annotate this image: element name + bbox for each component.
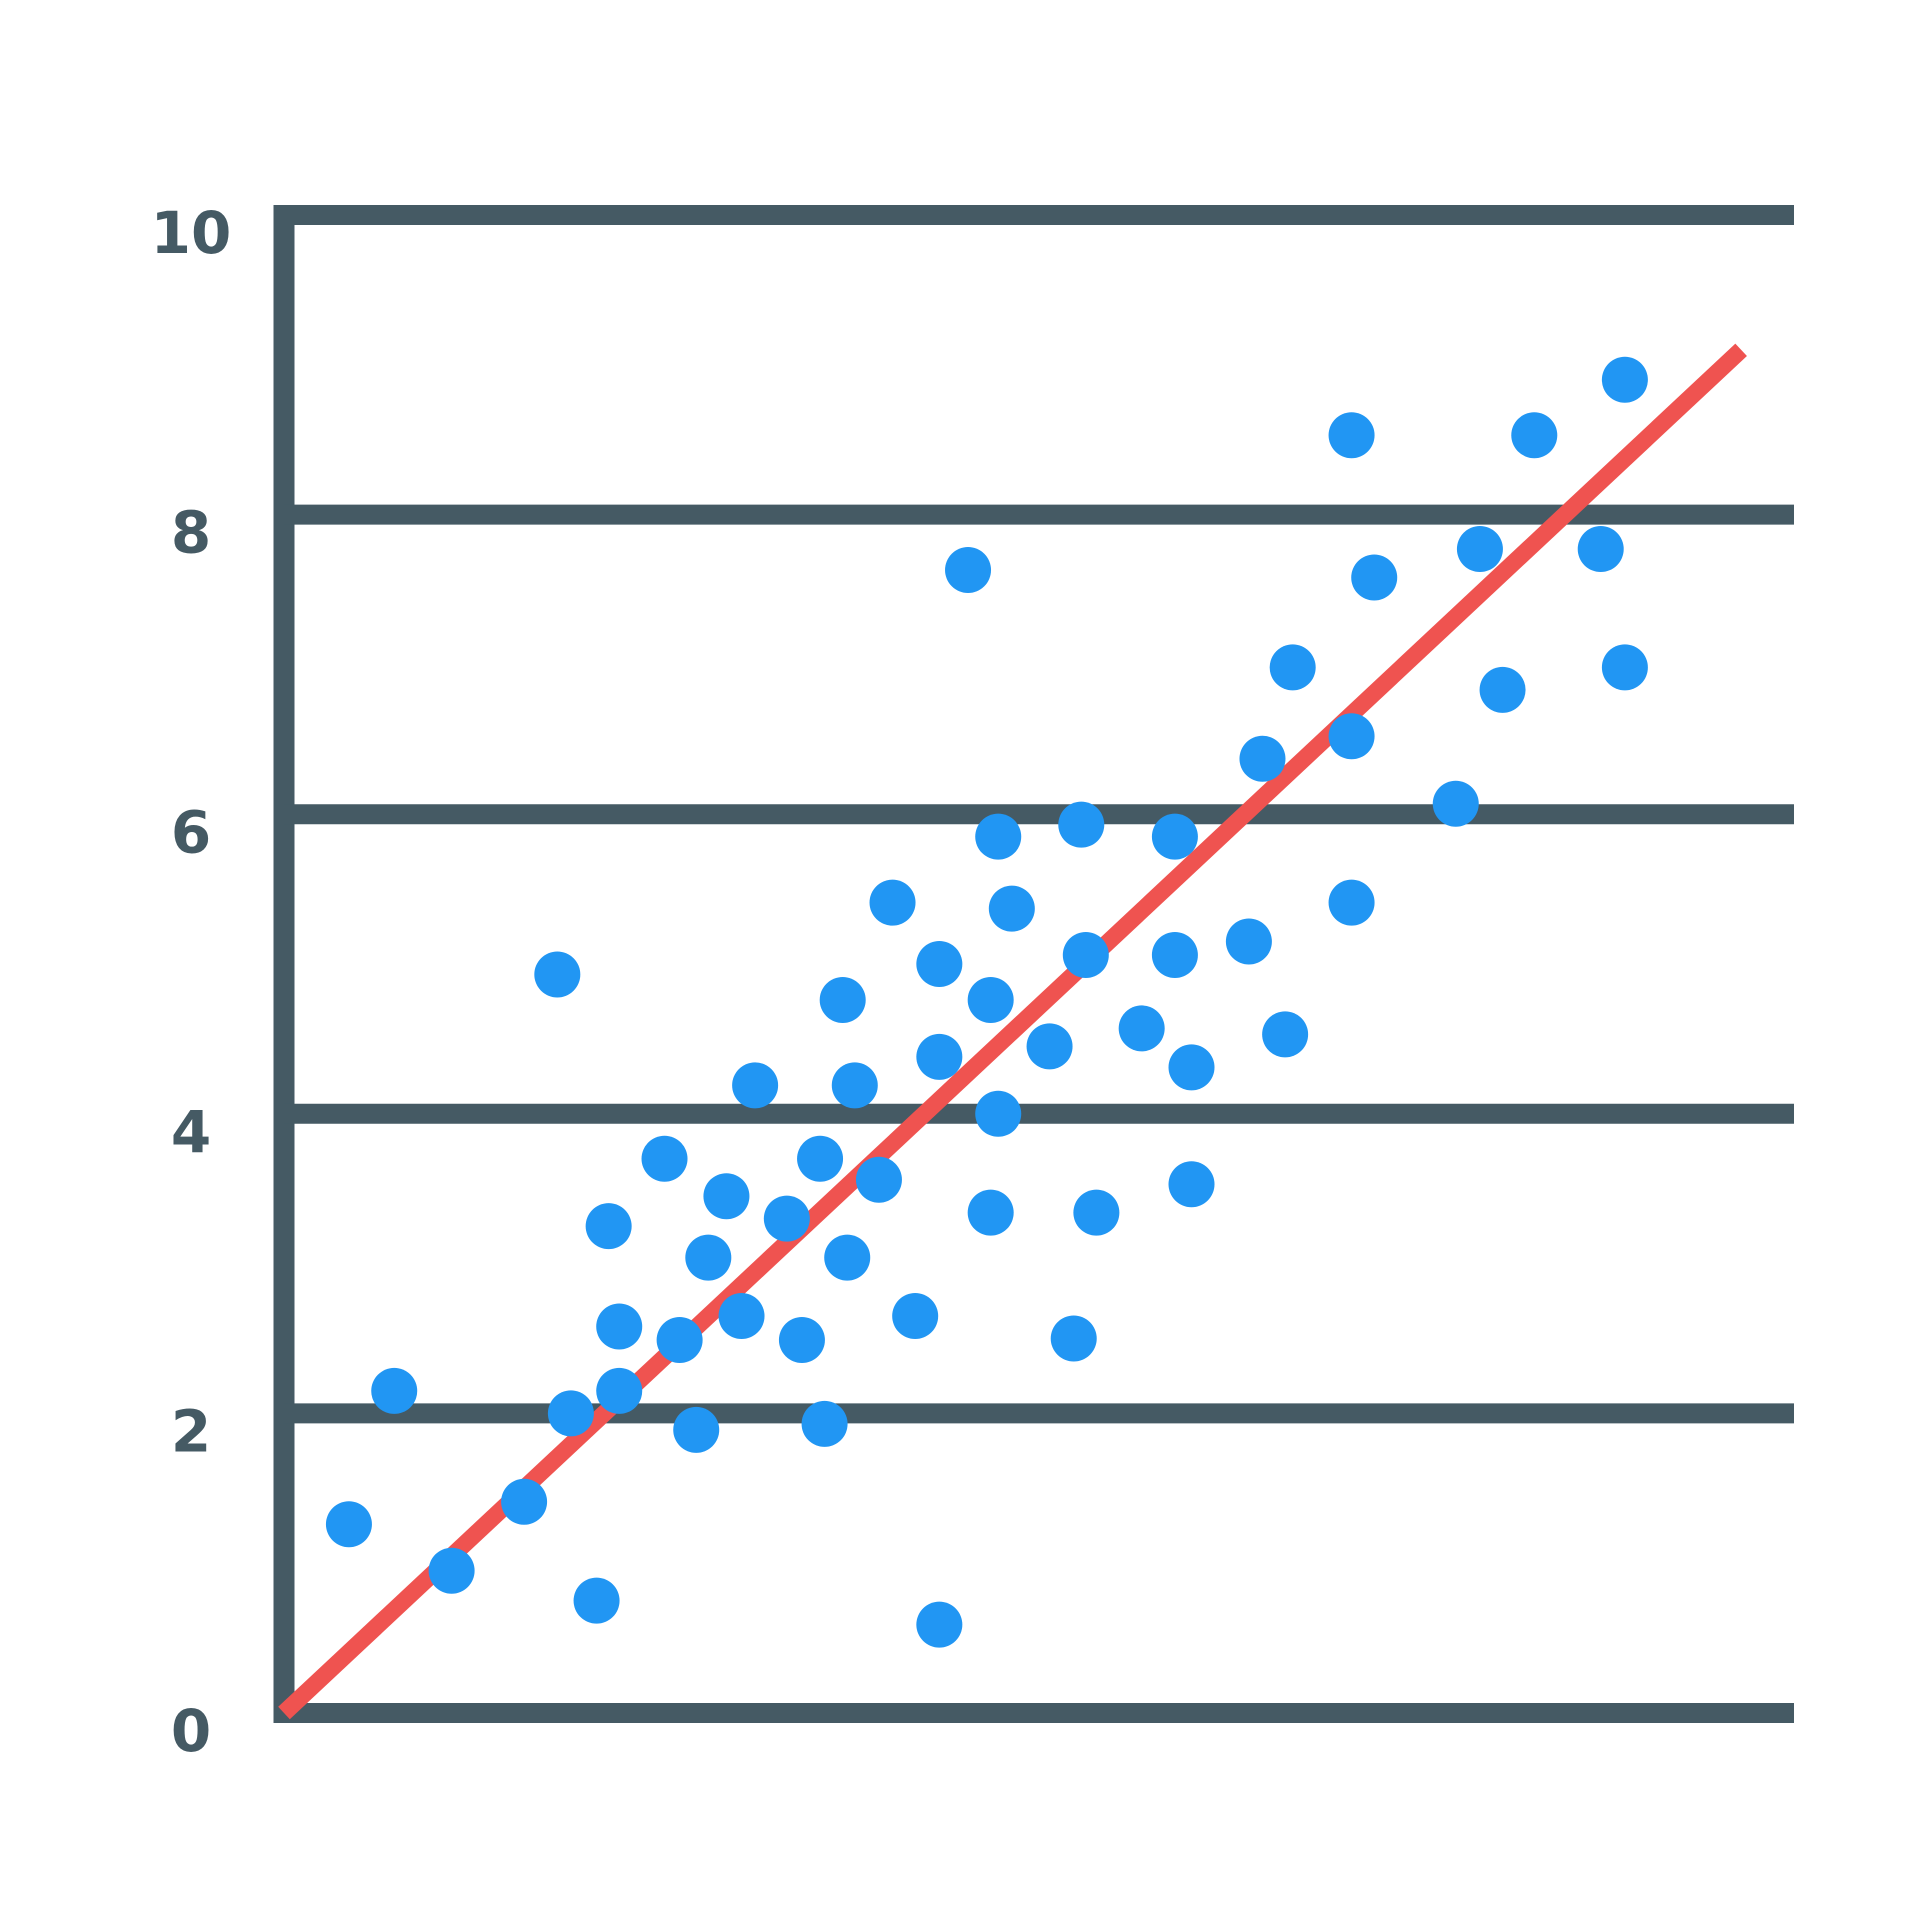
scatter-point [732, 1062, 779, 1109]
scatter-point [703, 1173, 750, 1220]
scatter-point [534, 951, 581, 998]
scatter-point [1058, 801, 1105, 848]
scatter-point [428, 1547, 475, 1594]
scatter-point [975, 1090, 1022, 1137]
scatter-point [975, 813, 1022, 860]
scatter-point [869, 879, 916, 926]
scatter-point [916, 1601, 963, 1648]
scatter-point [855, 1156, 902, 1203]
scatter-point [371, 1367, 418, 1414]
scatter-point [1118, 1005, 1165, 1052]
y-tick-label: 6 [171, 798, 211, 866]
scatter-point [1601, 644, 1648, 691]
scatter-point [1269, 644, 1316, 691]
scatter-point [501, 1478, 548, 1525]
scatter-point [1262, 1011, 1309, 1058]
scatter-point [1073, 1189, 1120, 1236]
scatter-point [1151, 813, 1198, 860]
scatter-point [1432, 780, 1479, 827]
scatter-point [673, 1406, 720, 1453]
scatter-point [1239, 735, 1286, 782]
scatter-point [945, 547, 992, 594]
scatter-point [1328, 412, 1375, 459]
y-tick-label: 0 [171, 1697, 211, 1765]
scatter-point [718, 1293, 765, 1340]
scatter-point [778, 1316, 825, 1363]
scatter-point [819, 976, 866, 1023]
y-tick-label: 4 [171, 1098, 211, 1166]
scatter-point [573, 1577, 620, 1624]
scatter-point [967, 1189, 1014, 1236]
scatter-point [656, 1316, 703, 1363]
scatter-point [1151, 932, 1198, 979]
scatter-point [801, 1400, 848, 1447]
scatter-point [585, 1203, 632, 1250]
scatter-point [1351, 554, 1398, 601]
scatter-point [1328, 879, 1375, 926]
scatter-point [1479, 666, 1526, 713]
y-tick-label: 8 [171, 499, 211, 567]
scatter-point [325, 1501, 372, 1548]
scatter-point [1026, 1023, 1073, 1070]
scatter-point [967, 976, 1014, 1023]
scatter-point [916, 1033, 963, 1080]
scatter-point [1456, 526, 1503, 573]
scatter-point [1225, 918, 1272, 965]
scatter-point [1168, 1044, 1215, 1091]
scatter-point [1577, 526, 1624, 573]
scatter-point [916, 941, 963, 987]
scatter-point [824, 1234, 871, 1281]
scatter-point [1168, 1161, 1215, 1208]
scatter-point [596, 1303, 643, 1350]
scatter-point [763, 1195, 810, 1242]
scatter-point [1601, 356, 1648, 403]
y-tick-label: 10 [151, 199, 232, 267]
y-tick-label: 2 [171, 1398, 211, 1466]
scatter-point [988, 885, 1035, 932]
scatter-point [641, 1135, 688, 1182]
scatter-point [1062, 932, 1109, 979]
scatter-point [1511, 412, 1558, 459]
scatter-point [547, 1390, 594, 1437]
scatter-point [685, 1234, 732, 1281]
scatter-point [1050, 1315, 1097, 1362]
scatter-point [1328, 713, 1375, 760]
scatter-point [596, 1367, 643, 1414]
scatter-point [892, 1293, 939, 1340]
scatter-point [797, 1135, 844, 1182]
scatter-point [831, 1062, 878, 1109]
